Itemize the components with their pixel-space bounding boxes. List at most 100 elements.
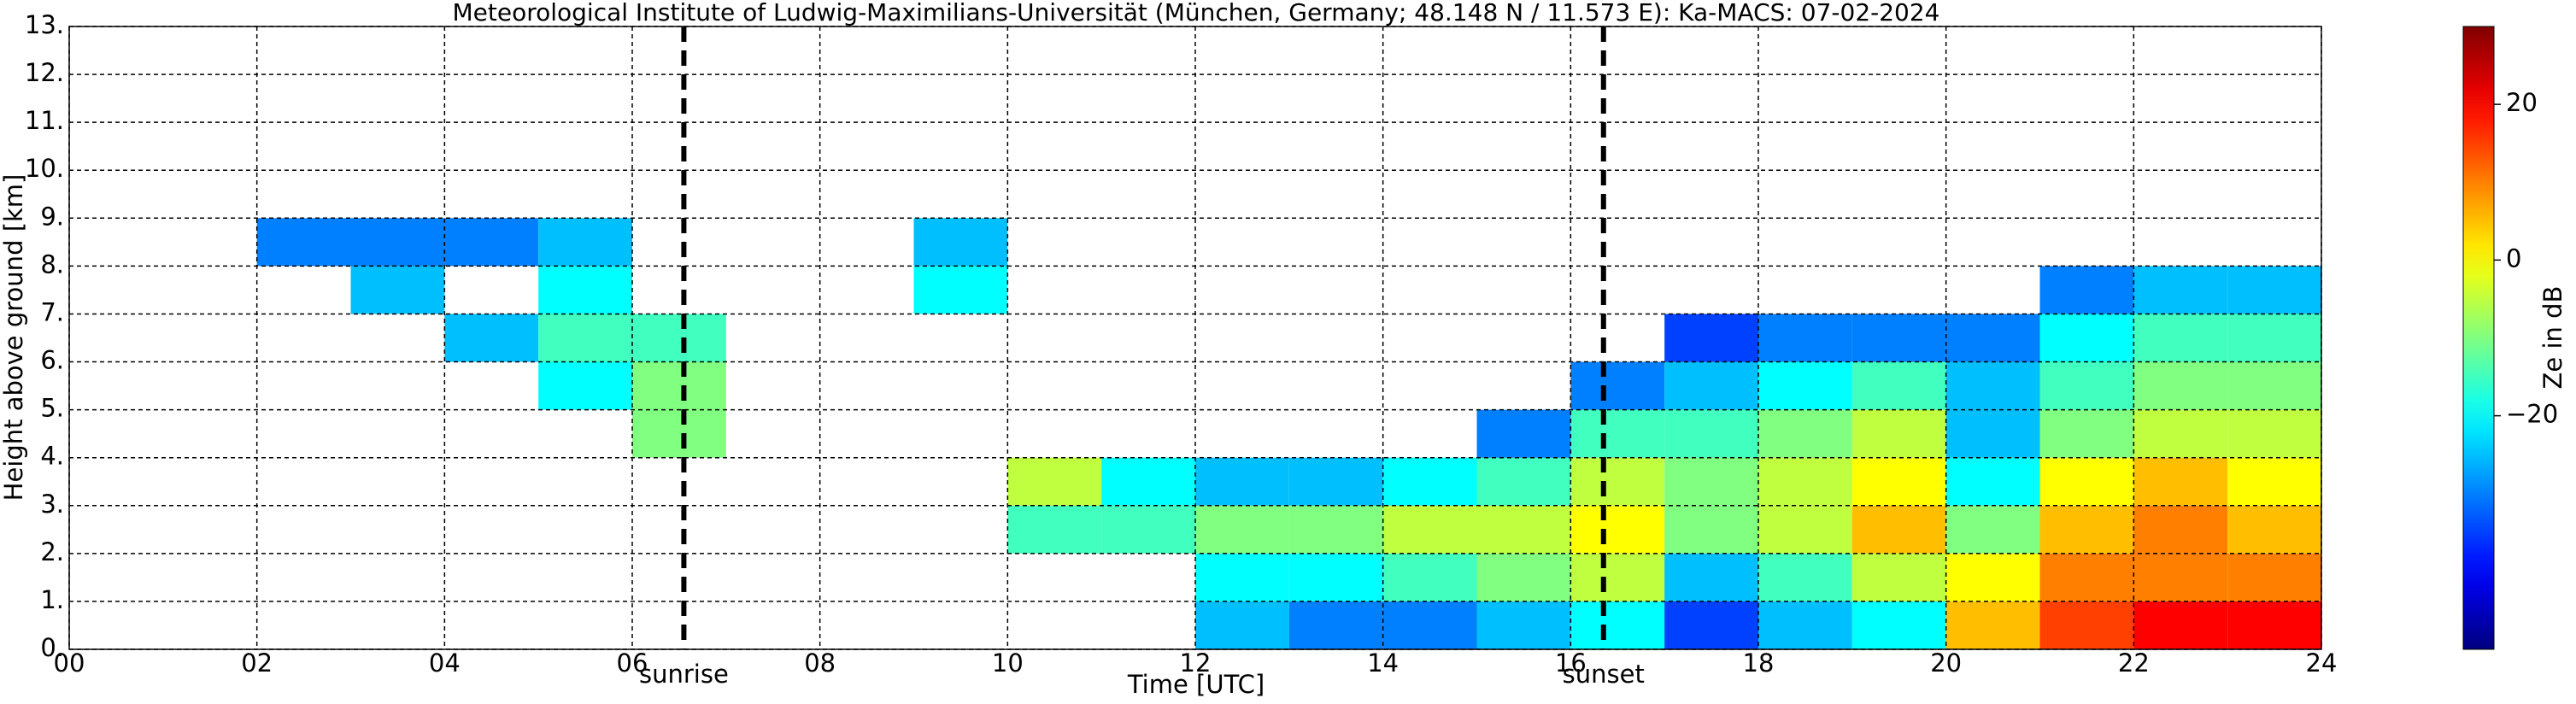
cell (538, 266, 632, 314)
cell (2133, 361, 2228, 410)
x-tick-label: 16 (1555, 648, 1587, 678)
event-label: sunset (1563, 660, 1645, 689)
cell (2133, 553, 2228, 601)
x-tick-label: 08 (804, 648, 836, 678)
cell (1945, 361, 2040, 410)
x-tick-label: 24 (2306, 648, 2338, 678)
cell (2039, 361, 2134, 410)
cell (1945, 409, 2040, 458)
cell (1382, 553, 1477, 601)
cell (2227, 457, 2321, 506)
x-axis-label: Time [UTC] (1127, 670, 1265, 699)
event-label: sunrise (639, 660, 729, 689)
x-tick-label: 04 (429, 648, 461, 678)
x-tick-label: 22 (2118, 648, 2150, 678)
chart-title: Meteorological Institute of Ludwig-Maxim… (452, 0, 1939, 26)
y-tick-label: 8. (40, 249, 64, 279)
y-tick-label: 9. (40, 202, 64, 231)
y-tick-label: 6. (40, 346, 64, 375)
cell (2227, 553, 2321, 601)
cell (1851, 457, 1946, 506)
cell (1664, 601, 1758, 649)
y-tick-label: 3. (40, 490, 64, 519)
cell (444, 218, 539, 267)
cell (1945, 553, 2040, 601)
cell (1476, 505, 1571, 554)
y-tick-label: 11. (25, 106, 64, 135)
y-tick-label: 1. (40, 585, 64, 614)
cell (632, 314, 726, 362)
x-tick-label: 20 (1930, 648, 1962, 678)
y-tick-label: 5. (40, 394, 64, 423)
cell (1664, 553, 1758, 601)
cell (1476, 553, 1571, 601)
cell (1195, 601, 1289, 649)
cell (913, 218, 1008, 267)
cell (1570, 601, 1665, 649)
cell (1664, 314, 1758, 362)
cell (1570, 457, 1665, 506)
cell (1851, 409, 1946, 458)
colorbar-tick-label: 0 (2506, 243, 2521, 273)
cell (1476, 457, 1571, 506)
x-tick-label: 02 (241, 648, 273, 678)
cell (2227, 601, 2321, 649)
cell (1288, 601, 1383, 649)
cell (2133, 266, 2228, 314)
cell (1007, 505, 1102, 554)
cell (2039, 601, 2134, 649)
cell (1195, 505, 1289, 554)
cell (2227, 314, 2321, 362)
cell (444, 314, 539, 362)
cell (2133, 505, 2228, 554)
y-tick-label: 0. (40, 633, 64, 662)
cell (350, 266, 445, 314)
cell (1288, 553, 1383, 601)
cell (1288, 505, 1383, 554)
cell (1851, 553, 1946, 601)
colorbar-tick-label: −20 (2506, 400, 2558, 429)
cell (2039, 314, 2134, 362)
cell (1570, 553, 1665, 601)
cell (1382, 505, 1477, 554)
cell (1664, 505, 1758, 554)
cell (1007, 457, 1102, 506)
cell (2227, 409, 2321, 458)
cell (1288, 457, 1383, 506)
cell (1570, 409, 1665, 458)
cell (1664, 457, 1758, 506)
cell (2039, 505, 2134, 554)
cell (1664, 409, 1758, 458)
cell (1758, 553, 1852, 601)
plot-frame (68, 26, 2322, 650)
cell (1945, 505, 2040, 554)
cell (632, 361, 726, 410)
cell (1476, 409, 1571, 458)
cell (2227, 505, 2321, 554)
cell (1195, 553, 1289, 601)
cell (1101, 457, 1195, 506)
cell (1382, 601, 1477, 649)
y-tick-label: 10. (25, 154, 64, 183)
x-tick-label: 10 (992, 648, 1024, 678)
x-tick-label: 18 (1743, 648, 1775, 678)
cell (1758, 361, 1852, 410)
x-tick-label: 00 (54, 648, 85, 678)
cell (1945, 314, 2040, 362)
cell (2133, 601, 2228, 649)
cell (1758, 601, 1852, 649)
colorbar-label: Ze in dB (2538, 286, 2567, 390)
y-axis-label: Height above ground [km] (0, 174, 28, 502)
cell (1851, 601, 1946, 649)
cell (350, 218, 445, 267)
y-tick-label: 4. (40, 442, 64, 471)
colorbar (2462, 26, 2495, 650)
cell (2133, 457, 2228, 506)
cell (1382, 457, 1477, 506)
cell (538, 361, 632, 410)
cell (2227, 266, 2321, 314)
cell (1851, 361, 1946, 410)
cell (1664, 361, 1758, 410)
y-tick-label: 12. (25, 58, 64, 87)
y-tick-label: 7. (40, 297, 64, 326)
